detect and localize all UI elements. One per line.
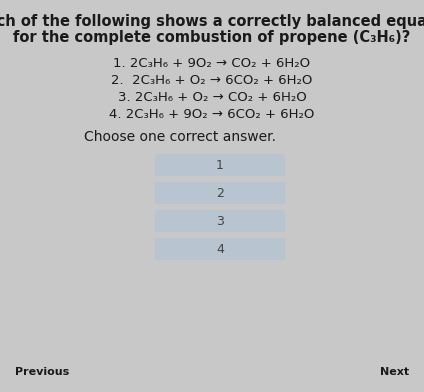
Text: Choose one correct answer.: Choose one correct answer. [84, 130, 276, 144]
FancyBboxPatch shape [155, 182, 285, 204]
Text: 1. 2C₃H₆ + 9O₂ → CO₂ + 6H₂O: 1. 2C₃H₆ + 9O₂ → CO₂ + 6H₂O [114, 57, 310, 70]
Text: 3: 3 [216, 214, 224, 227]
Text: 4. 2C₃H₆ + 9O₂ → 6CO₂ + 6H₂O: 4. 2C₃H₆ + 9O₂ → 6CO₂ + 6H₂O [109, 108, 315, 121]
Text: Next: Next [380, 367, 409, 377]
Text: Previous: Previous [15, 367, 69, 377]
Text: 2: 2 [216, 187, 224, 200]
FancyBboxPatch shape [155, 154, 285, 176]
Text: 3. 2C₃H₆ + O₂ → CO₂ + 6H₂O: 3. 2C₃H₆ + O₂ → CO₂ + 6H₂O [117, 91, 307, 104]
FancyBboxPatch shape [155, 210, 285, 232]
Text: 4: 4 [216, 243, 224, 256]
Text: for the complete combustion of propene (C₃H₆)?: for the complete combustion of propene (… [13, 30, 411, 45]
Text: 2.  2C₃H₆ + O₂ → 6CO₂ + 6H₂O: 2. 2C₃H₆ + O₂ → 6CO₂ + 6H₂O [112, 74, 312, 87]
Text: 1: 1 [216, 158, 224, 172]
FancyBboxPatch shape [155, 238, 285, 260]
Text: Which of the following shows a correctly balanced equation: Which of the following shows a correctly… [0, 14, 424, 29]
